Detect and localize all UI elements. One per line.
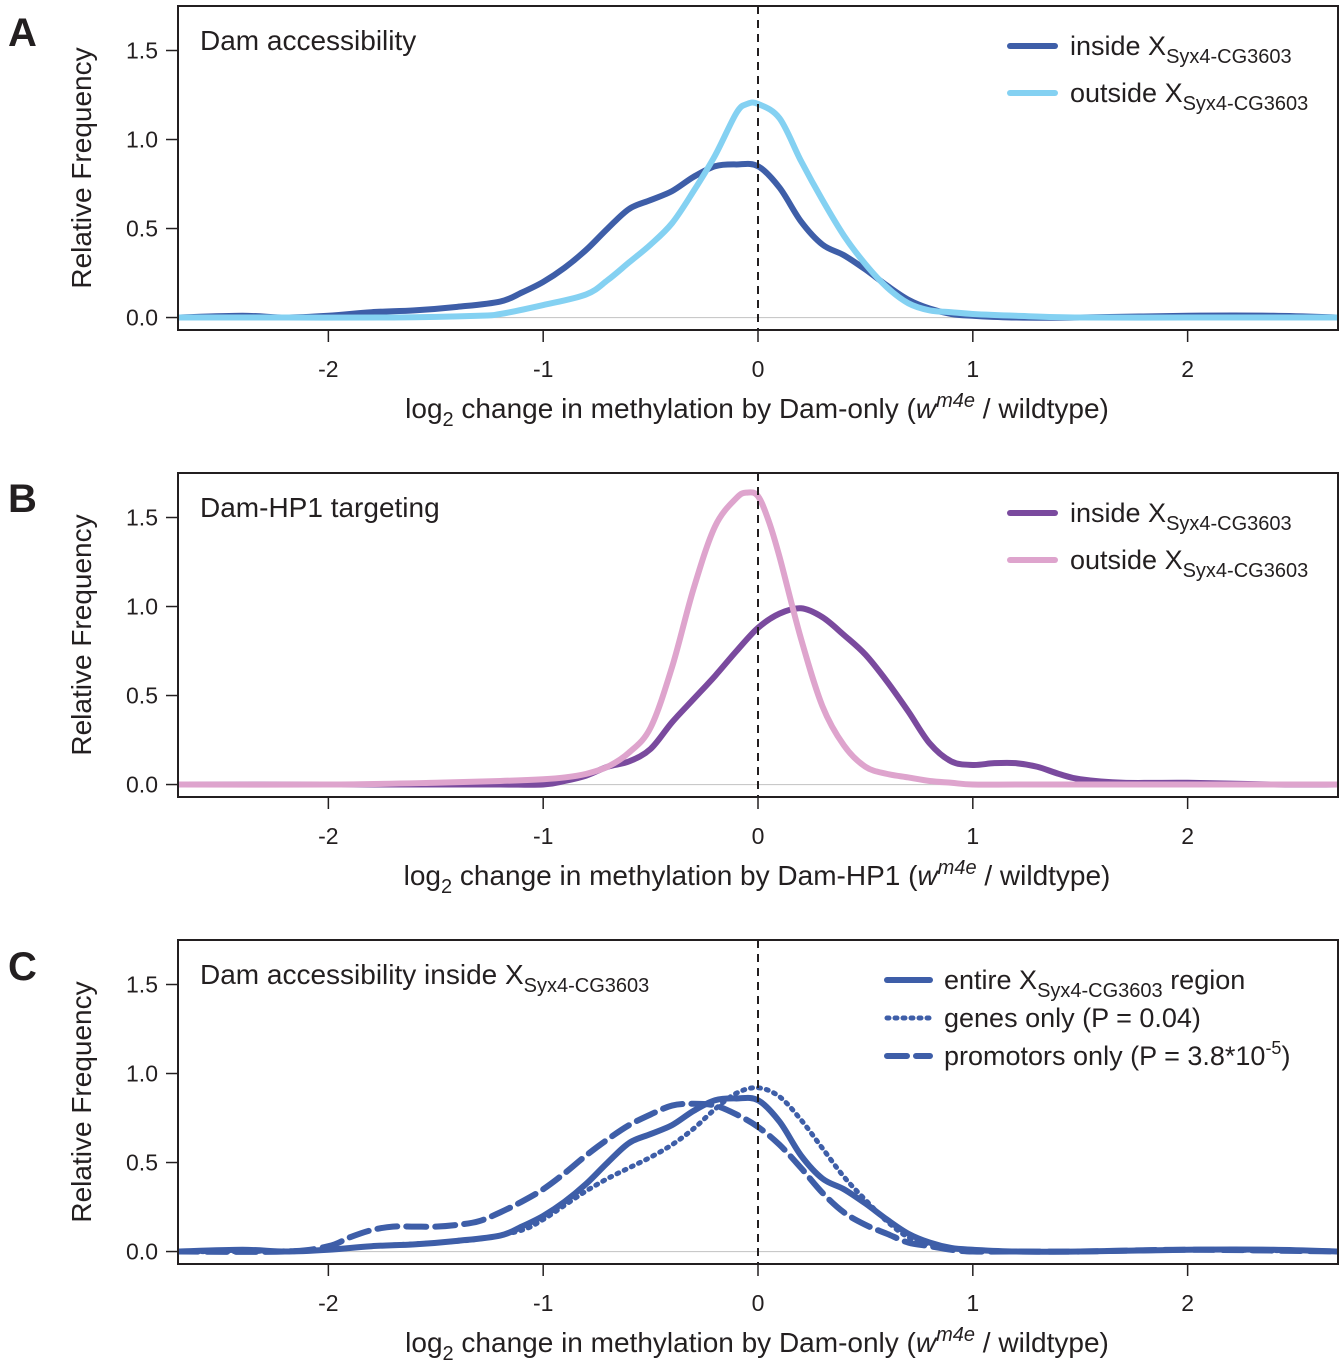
x-tick-label: 2 [1181,356,1194,382]
series-line-2 [178,99,1338,321]
legend-label: genes only (P = 0.04) [944,1003,1201,1033]
x-axis-label: log2 change in methylation by Dam-HP1 (w… [404,857,1111,898]
y-tick-label: 0.5 [126,683,158,709]
y-tick-label: 1.0 [126,594,158,620]
y-tick-label: 1.0 [126,1061,158,1087]
y-tick-label: 0.5 [126,1150,158,1176]
y-tick-label: 1.5 [126,505,158,531]
x-tick-label: 1 [966,1290,979,1316]
legend: inside XSyx4-CG3603 outside XSyx4-CG3603 [1007,498,1308,582]
x-tick-label: -2 [318,356,338,382]
y-tick-label: 1.5 [126,972,158,998]
x-axis-label: log2 change in methylation by Dam-only (… [405,390,1109,431]
series-line-1 [178,605,1338,788]
plot-frame [177,472,1339,798]
x-tick-label: -2 [318,1290,338,1316]
y-axis-label: Relative Frequency [66,514,97,755]
series-line-2 [178,489,1338,788]
y-tick-label: 0.0 [126,1239,158,1265]
x-tick-label: 0 [752,356,765,382]
legend-label: inside XSyx4-CG3603 [1070,498,1292,535]
panel-b: B 0.0 0.5 1.0 1.5 -2 -1 0 1 2 Relative Frequency lo… [8,472,1339,898]
series-group [178,1085,1338,1255]
series-group [178,489,1338,788]
y-axis-label: Relative Frequency [66,981,97,1222]
panel-label: C [8,945,37,989]
series-line-3 [178,1100,1338,1255]
legend: inside XSyx4-CG3603 outside XSyx4-CG3603 [1007,31,1308,115]
x-tick-label: -1 [533,356,553,382]
x-axis-label: log2 change in methylation by Dam-only (… [405,1324,1109,1364]
legend-label: promotors only (P = 3.8*10-5) [944,1038,1290,1071]
panel-a: A 0.0 0.5 1.0 1.5 -2 -1 0 1 2 Relative Frequency lo… [8,5,1339,431]
y-tick-label: 1.5 [126,38,158,64]
x-tick-label: -1 [533,823,553,849]
series-group [178,99,1338,321]
panel-c: C 0.0 0.5 1.0 1.5 -2 -1 0 1 2 Relative Frequency lo… [8,939,1339,1364]
plot-frame [177,5,1339,331]
series-line-1 [178,160,1338,321]
panel-title: Dam accessibility inside XSyx4-CG3603 [200,959,649,997]
legend-label: outside XSyx4-CG3603 [1070,78,1308,115]
x-tick-label: 0 [752,1290,765,1316]
legend-label: inside XSyx4-CG3603 [1070,31,1292,68]
y-axis-label: Relative Frequency [66,47,97,288]
legend-label: entire XSyx4-CG3603 region [944,965,1245,1002]
panel-label: B [8,477,37,521]
x-tick-label: 2 [1181,1290,1194,1316]
y-tick-label: 0.0 [126,772,158,798]
x-tick-label: -1 [533,1290,553,1316]
y-tick-label: 1.0 [126,127,158,153]
panel-label: A [8,11,37,55]
x-tick-label: 1 [966,356,979,382]
y-tick-label: 0.5 [126,216,158,242]
panel-title: Dam accessibility [200,25,416,56]
y-tick-label: 0.0 [126,305,158,331]
x-tick-label: 2 [1181,823,1194,849]
series-line-2 [178,1085,1338,1255]
x-tick-label: -2 [318,823,338,849]
legend-label: outside XSyx4-CG3603 [1070,545,1308,582]
x-tick-label: 0 [752,823,765,849]
plot-frame [177,939,1339,1265]
x-tick-label: 1 [966,823,979,849]
panel-title: Dam-HP1 targeting [200,492,440,523]
series-line-1 [178,1094,1338,1255]
